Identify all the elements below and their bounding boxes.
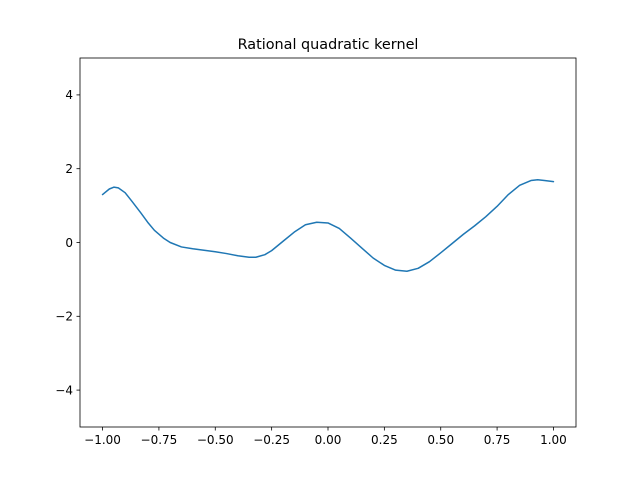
x-tick-label: −1.00 <box>84 433 121 447</box>
y-tick-label: −2 <box>55 310 73 324</box>
x-tick-label: 0.00 <box>315 433 342 447</box>
y-tick-label: −4 <box>55 383 73 397</box>
y-tick-label: 4 <box>65 88 73 102</box>
x-axis: −1.00 −0.75 −0.50 −0.25 0.00 0.25 0.50 0.75 1.00 <box>84 427 567 447</box>
x-tick-label: −0.75 <box>141 433 178 447</box>
series-layer <box>101 179 555 273</box>
x-tick-label: −0.25 <box>253 433 290 447</box>
x-tick-label: 0.25 <box>371 433 398 447</box>
x-tick-label: 0.75 <box>484 433 511 447</box>
x-tick-label: 1.00 <box>540 433 567 447</box>
x-tick-label: 0.50 <box>427 433 454 447</box>
series-line-0 <box>101 179 555 273</box>
chart-title: Rational quadratic kernel <box>238 37 419 53</box>
y-tick-label: 2 <box>65 162 73 176</box>
y-tick-label: 0 <box>65 236 73 250</box>
x-tick-label: −0.50 <box>197 433 234 447</box>
axes-frame <box>79 57 577 428</box>
y-axis: −4 −2 0 2 4 <box>55 88 80 397</box>
plot-area <box>79 57 577 428</box>
